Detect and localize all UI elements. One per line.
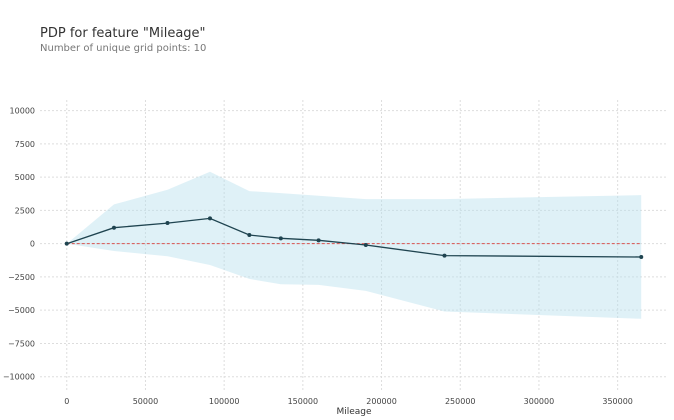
x-tick-label-3: 150000 xyxy=(288,397,319,406)
y-tick-label-5: −2500 xyxy=(8,273,35,282)
x-tick-label-1: 50000 xyxy=(133,397,158,406)
x-tick-label-6: 300000 xyxy=(524,397,555,406)
pdp-line xyxy=(66,217,642,258)
data-point-0 xyxy=(64,241,69,246)
data-point-9 xyxy=(639,254,644,259)
data-point-5 xyxy=(278,236,283,241)
y-tick-label-7: −7500 xyxy=(8,339,35,348)
y-tick-label-1: 7500 xyxy=(15,140,35,149)
chart-title: PDP for feature "Mileage" xyxy=(40,26,206,41)
y-tick-label-8: −10000 xyxy=(3,373,35,382)
confidence-band-area xyxy=(66,171,642,319)
y-axis-ticks: 10000 7500 5000 2500 0 −2500 −5000 −7500 −10000 xyxy=(3,107,35,382)
y-tick-label-3: 2500 xyxy=(15,206,35,215)
pdp-points xyxy=(64,216,644,259)
x-tick-label-0: 0 xyxy=(64,397,69,406)
chart-subtitle: Number of unique grid points: 10 xyxy=(40,43,207,54)
x-tick-label-2: 100000 xyxy=(209,397,240,406)
y-tick-label-4: 0 xyxy=(30,240,35,249)
y-tick-label-6: −5000 xyxy=(8,306,35,315)
data-point-2 xyxy=(165,221,170,226)
x-axis-label: Mileage xyxy=(336,407,372,417)
data-point-4 xyxy=(247,233,252,238)
x-axis-ticks: 0 50000 100000 150000 200000 250000 300000 3500… xyxy=(64,397,633,406)
pdp-series-line xyxy=(66,217,642,258)
data-point-1 xyxy=(111,225,116,230)
y-tick-label-0: 10000 xyxy=(10,107,35,116)
x-tick-label-5: 250000 xyxy=(445,397,476,406)
x-tick-label-7: 350000 xyxy=(602,397,633,406)
data-point-3 xyxy=(207,216,212,221)
y-tick-label-2: 5000 xyxy=(15,173,35,182)
data-point-8 xyxy=(442,253,447,258)
x-tick-label-4: 200000 xyxy=(366,397,397,406)
data-point-6 xyxy=(316,238,321,243)
confidence-band xyxy=(66,171,642,319)
data-point-7 xyxy=(363,243,368,247)
